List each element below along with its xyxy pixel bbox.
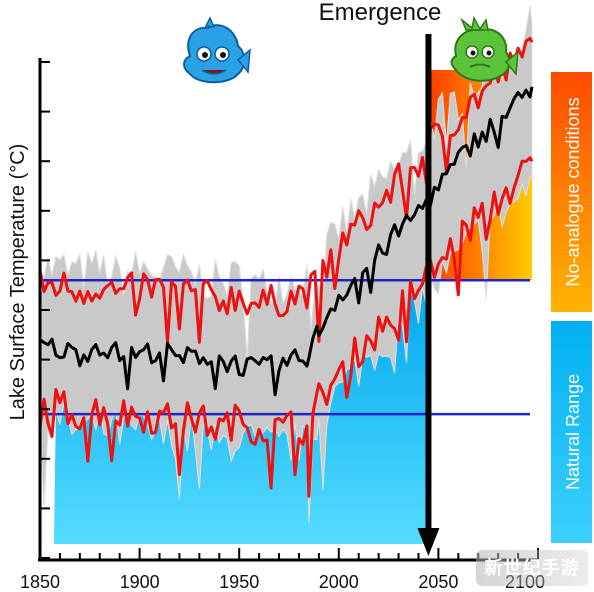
emergence-arrowhead — [417, 528, 440, 556]
green-fish-icon — [450, 15, 519, 82]
series-lower-line — [38, 156, 534, 498]
y-ticks — [40, 61, 50, 559]
watermark: 新世纪手游 — [476, 550, 588, 586]
series-upper-line — [38, 36, 534, 344]
no-analogue-band — [551, 72, 592, 312]
natural-range-fill — [53, 287, 429, 544]
blue-fish-icon — [183, 16, 251, 84]
x-tick-label: 1950 — [219, 572, 259, 592]
x-tick-label: 1850 — [20, 572, 60, 592]
model-envelope-overlay — [39, 5, 533, 523]
x-tick-label: 2000 — [319, 572, 359, 592]
x-ticks: 185019001950200020502100 — [20, 548, 545, 592]
no-analogue-band-label: No-analogue conditions — [563, 97, 583, 286]
x-tick-label: 2050 — [418, 572, 458, 592]
natural-range-band — [551, 321, 592, 543]
emergence-label: Emergence — [319, 0, 442, 26]
series-mean-line — [39, 86, 534, 397]
natural-range-band-label: Natural Range — [563, 374, 583, 490]
x-tick-label: 1900 — [120, 572, 160, 592]
y-axis-label: Lake Surface Temperature (°C) — [7, 144, 29, 421]
series-layer — [38, 36, 534, 498]
